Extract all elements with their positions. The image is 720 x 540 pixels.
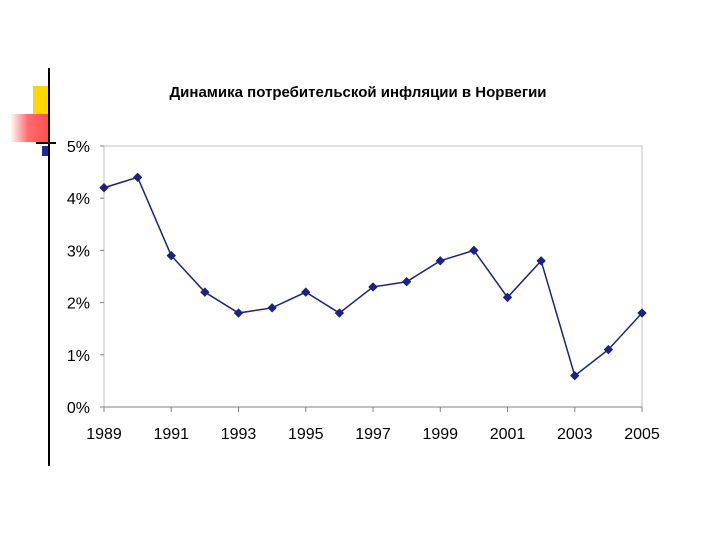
data-point (502, 292, 513, 303)
x-tick-label: 2001 (490, 426, 526, 443)
y-tick-label: 3% (67, 243, 90, 260)
data-points (99, 172, 647, 381)
data-point (570, 370, 580, 381)
y-tick-label: 1% (67, 348, 90, 365)
y-tick-label: 5% (67, 139, 90, 156)
data-point (99, 183, 109, 193)
data-point (301, 287, 311, 297)
data-point (200, 287, 210, 297)
decor-vertical-line (48, 68, 50, 466)
decor-blue-square (42, 146, 50, 156)
y-tick-label: 2% (67, 296, 90, 313)
chart-title: Динамика потребительской инфляции в Норв… (169, 84, 546, 101)
y-tick-label: 0% (67, 400, 90, 417)
x-tick-label: 1997 (355, 426, 391, 443)
y-tick-label: 4% (67, 191, 90, 208)
data-point (469, 245, 479, 256)
data-point (401, 277, 412, 287)
decor-red-square (10, 114, 50, 142)
data-point (166, 250, 176, 261)
x-tick-label: 2003 (557, 426, 593, 443)
data-point (603, 344, 614, 355)
data-point (435, 256, 445, 266)
data-point (267, 303, 277, 313)
decor-yellow-square (33, 86, 49, 114)
data-point (637, 308, 647, 318)
y-axis: 5% 4% 3% 2% 1% 0% (67, 139, 104, 417)
x-tick-label: 2005 (624, 426, 660, 443)
data-point (536, 256, 546, 266)
x-tick-label: 1999 (422, 426, 458, 443)
plot-area (103, 145, 643, 408)
data-point (233, 308, 244, 318)
x-tick-label: 1995 (288, 426, 324, 443)
data-point (368, 282, 378, 292)
x-axis: 1989 1991 1993 1995 1997 1999 2001 2003 2005 (86, 406, 660, 443)
x-tick-label: 1993 (221, 426, 257, 443)
data-point (132, 172, 143, 183)
data-point (334, 308, 345, 318)
decor-horizontal-line (36, 142, 56, 144)
x-tick-label: 1989 (86, 426, 122, 443)
x-tick-label: 1991 (153, 426, 189, 443)
